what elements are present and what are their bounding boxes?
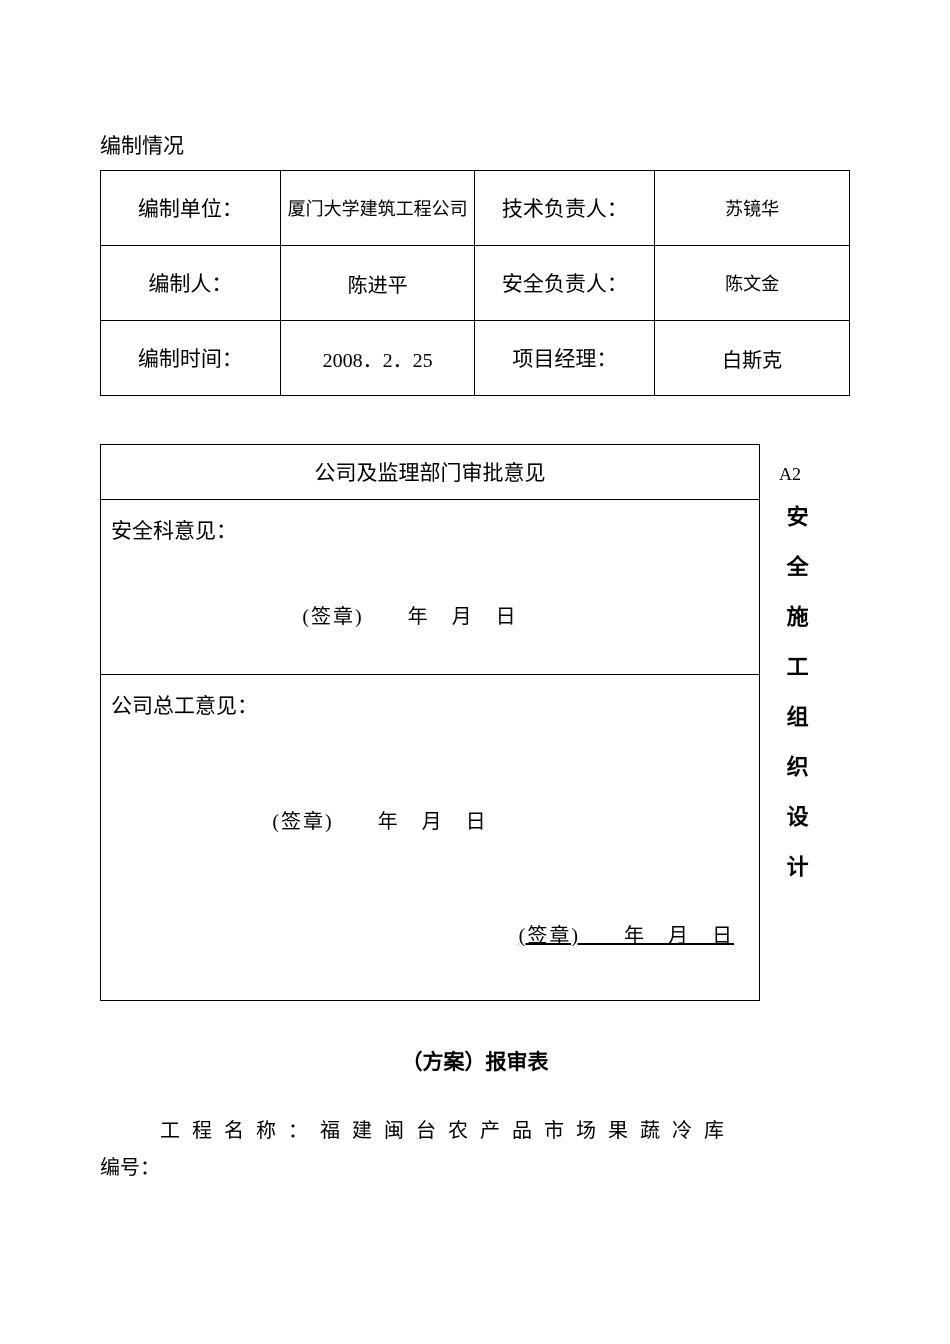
cell-value: 陈进平 — [280, 246, 475, 321]
cell-value: 苏镜华 — [655, 171, 850, 246]
approval-header: 公司及监理部门审批意见 — [101, 445, 760, 500]
company-opinion-block: 公司总工意见： (签章) 年 月 日 — [101, 675, 759, 849]
cell-value: 陈文金 — [655, 246, 850, 321]
cell-label: 安全负责人： — [475, 246, 655, 321]
cell-label: 编制单位： — [101, 171, 281, 246]
approval-table: 公司及监理部门审批意见 安全科意见： (签章) 年 月 日 公司总工意见： (签… — [100, 444, 760, 1001]
safety-opinion-label: 安全科意见： — [111, 515, 749, 545]
side-vertical-text: 安全施工组织设计 — [770, 505, 821, 905]
table-row: 编制人： 陈进平 安全负责人： 陈文金 — [101, 246, 850, 321]
cell-label: 技术负责人： — [475, 171, 655, 246]
section-title: 编制情况 — [100, 130, 850, 160]
approval-wrapper: 公司及监理部门审批意见 安全科意见： (签章) 年 月 日 公司总工意见： (签… — [100, 444, 850, 1001]
side-code: A2 — [770, 464, 810, 485]
bottom-signature-wrap: (签章) 年 月 日 — [101, 919, 759, 948]
signature-line: (签章) 年 月 日 — [111, 805, 749, 834]
safety-opinion-block: 安全科意见： (签章) 年 月 日 — [101, 500, 759, 644]
signature-line: (签章) 年 月 日 — [519, 919, 734, 948]
cell-value: 白斯克 — [655, 321, 850, 396]
cell-value: 厦门大学建筑工程公司 — [280, 171, 475, 246]
approval-body: 安全科意见： (签章) 年 月 日 公司总工意见： (签章) 年 月 日 (签章… — [101, 500, 759, 1000]
project-name: 工程名称：福建闽台农产品市场果蔬冷库 — [100, 1114, 850, 1143]
cell-label: 项目经理： — [475, 321, 655, 396]
cell-label: 编制时间： — [101, 321, 281, 396]
signature-line: (签章) 年 月 日 — [111, 600, 749, 629]
project-number: 编号： — [100, 1151, 850, 1180]
company-opinion-label: 公司总工意见： — [111, 690, 749, 720]
cell-label: 编制人： — [101, 246, 281, 321]
side-column: A2 安全施工组织设计 — [770, 464, 810, 905]
approval-body-cell: 安全科意见： (签章) 年 月 日 公司总工意见： (签章) 年 月 日 (签章… — [101, 500, 760, 1001]
table-row: 公司及监理部门审批意见 — [101, 445, 760, 500]
project-info: 工程名称：福建闽台农产品市场果蔬冷库 编号： — [100, 1114, 850, 1180]
table-row: 安全科意见： (签章) 年 月 日 公司总工意见： (签章) 年 月 日 (签章… — [101, 500, 760, 1001]
table-row: 编制单位： 厦门大学建筑工程公司 技术负责人： 苏镜华 — [101, 171, 850, 246]
cell-value: 2008．2．25 — [280, 321, 475, 396]
info-table: 编制单位： 厦门大学建筑工程公司 技术负责人： 苏镜华 编制人： 陈进平 安全负… — [100, 170, 850, 396]
table-row: 编制时间： 2008．2．25 项目经理： 白斯克 — [101, 321, 850, 396]
form-title: （方案）报审表 — [100, 1046, 850, 1076]
